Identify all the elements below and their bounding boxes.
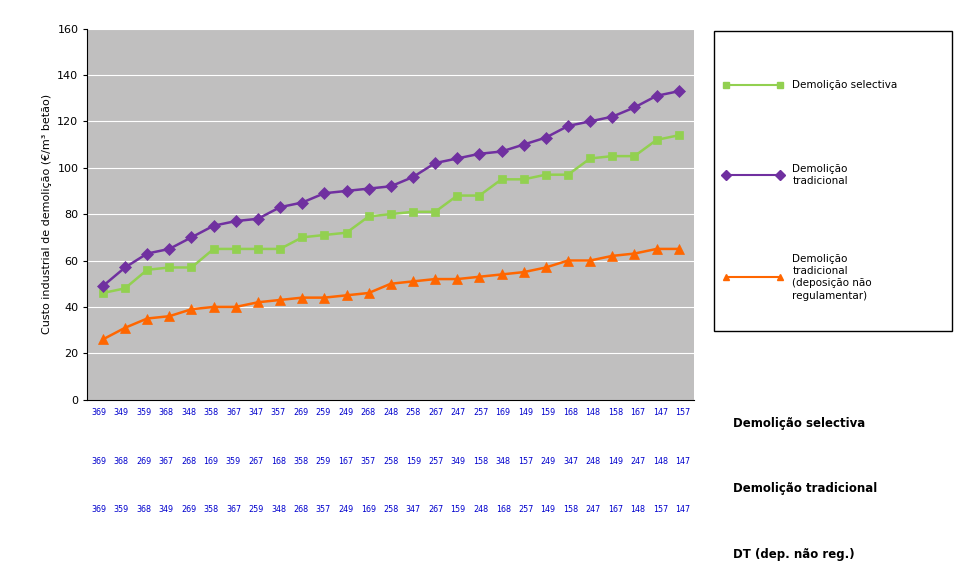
Text: 248: 248 xyxy=(586,457,601,466)
Text: 249: 249 xyxy=(338,408,353,417)
Text: 247: 247 xyxy=(630,457,646,466)
Text: 247: 247 xyxy=(451,408,466,417)
Text: 368: 368 xyxy=(136,505,151,514)
Text: 347: 347 xyxy=(563,457,578,466)
Text: 147: 147 xyxy=(676,457,690,466)
Y-axis label: Custo industrial de demolição (€/m³ betão): Custo industrial de demolição (€/m³ betã… xyxy=(42,94,51,334)
Text: 259: 259 xyxy=(316,457,331,466)
Text: 359: 359 xyxy=(114,505,129,514)
Text: 248: 248 xyxy=(384,408,398,417)
Text: 167: 167 xyxy=(338,457,353,466)
Text: 359: 359 xyxy=(136,408,151,417)
Text: 159: 159 xyxy=(451,505,466,514)
Text: Demolição selectiva: Demolição selectiva xyxy=(733,417,865,430)
Text: 348: 348 xyxy=(181,408,196,417)
Text: 367: 367 xyxy=(226,505,241,514)
Text: 267: 267 xyxy=(428,505,444,514)
Text: 359: 359 xyxy=(226,457,241,466)
Text: DT (dep. não reg.): DT (dep. não reg.) xyxy=(733,548,854,561)
Text: 259: 259 xyxy=(249,505,264,514)
Text: 149: 149 xyxy=(608,457,623,466)
Text: 247: 247 xyxy=(586,505,601,514)
Text: 347: 347 xyxy=(406,505,420,514)
Text: Demolição selectiva: Demolição selectiva xyxy=(792,81,897,90)
Text: 369: 369 xyxy=(91,457,106,466)
Text: 258: 258 xyxy=(384,457,398,466)
Text: 148: 148 xyxy=(653,457,668,466)
Text: 259: 259 xyxy=(316,408,331,417)
Text: 257: 257 xyxy=(473,408,488,417)
Text: 148: 148 xyxy=(586,408,601,417)
Text: 167: 167 xyxy=(630,408,646,417)
Text: 357: 357 xyxy=(271,408,286,417)
Text: 348: 348 xyxy=(496,457,511,466)
Text: 349: 349 xyxy=(114,408,129,417)
Text: 157: 157 xyxy=(653,505,668,514)
Text: 349: 349 xyxy=(158,505,174,514)
Text: 168: 168 xyxy=(496,505,511,514)
Text: 149: 149 xyxy=(541,505,555,514)
Text: 158: 158 xyxy=(563,505,578,514)
Text: 367: 367 xyxy=(158,457,174,466)
Text: 157: 157 xyxy=(676,408,690,417)
Text: 249: 249 xyxy=(541,457,555,466)
Text: 167: 167 xyxy=(608,505,623,514)
Text: 257: 257 xyxy=(518,505,533,514)
Text: 358: 358 xyxy=(204,505,218,514)
Text: 267: 267 xyxy=(249,457,263,466)
Text: 249: 249 xyxy=(338,505,353,514)
Text: 268: 268 xyxy=(181,457,196,466)
Text: 368: 368 xyxy=(114,457,128,466)
Text: 148: 148 xyxy=(630,505,646,514)
Text: 358: 358 xyxy=(204,408,218,417)
Text: 269: 269 xyxy=(293,408,309,417)
Text: Demolição
tradicional: Demolição tradicional xyxy=(792,164,848,187)
Text: 268: 268 xyxy=(293,505,309,514)
Text: 348: 348 xyxy=(271,505,285,514)
Text: 158: 158 xyxy=(608,408,623,417)
Text: 159: 159 xyxy=(406,457,421,466)
Text: 357: 357 xyxy=(360,457,376,466)
Text: 268: 268 xyxy=(361,408,376,417)
Text: 369: 369 xyxy=(91,505,106,514)
Text: 368: 368 xyxy=(158,408,174,417)
Text: 159: 159 xyxy=(541,408,555,417)
Text: Demolição tradicional: Demolição tradicional xyxy=(733,482,878,496)
Text: 257: 257 xyxy=(428,457,444,466)
Text: 147: 147 xyxy=(653,408,668,417)
Text: 258: 258 xyxy=(406,408,421,417)
Text: 169: 169 xyxy=(204,457,218,466)
Text: 369: 369 xyxy=(91,408,106,417)
Text: 149: 149 xyxy=(519,408,533,417)
Text: 367: 367 xyxy=(226,408,241,417)
Text: 357: 357 xyxy=(316,505,331,514)
Text: 258: 258 xyxy=(384,505,398,514)
Text: 169: 169 xyxy=(495,408,511,417)
Text: 358: 358 xyxy=(293,457,309,466)
Text: 158: 158 xyxy=(473,457,488,466)
Text: Demolição
tradicional
(deposição não
regulamentar): Demolição tradicional (deposição não reg… xyxy=(792,254,872,301)
Text: 147: 147 xyxy=(676,505,690,514)
Text: 269: 269 xyxy=(136,457,151,466)
Text: 267: 267 xyxy=(428,408,444,417)
Text: 168: 168 xyxy=(563,408,578,417)
Text: 168: 168 xyxy=(271,457,285,466)
Text: 347: 347 xyxy=(249,408,263,417)
Text: 269: 269 xyxy=(181,505,196,514)
Text: 157: 157 xyxy=(519,457,533,466)
Text: 169: 169 xyxy=(361,505,376,514)
Text: 248: 248 xyxy=(473,505,488,514)
Text: 349: 349 xyxy=(451,457,466,466)
